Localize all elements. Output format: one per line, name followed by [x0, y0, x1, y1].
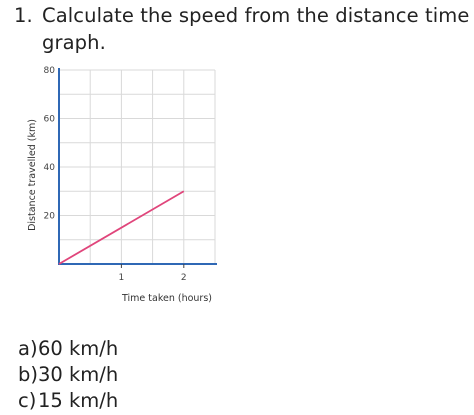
answer-letter: a): [18, 337, 38, 360]
answer-value: 30 km/h: [38, 363, 119, 386]
x-axis-label: Time taken (hours): [121, 293, 212, 304]
x-tick-label: 2: [181, 273, 187, 283]
y-tick-label: 80: [44, 66, 56, 76]
y-tick-label: 60: [44, 115, 56, 125]
answer-options: a) 60 km/h b) 30 km/h c) 15 km/h: [18, 336, 118, 414]
x-tick-label: 1: [119, 273, 125, 283]
answer-value: 60 km/h: [38, 337, 119, 360]
series-line: [58, 190, 185, 265]
y-axis-label: Distance travelled (km): [27, 119, 38, 231]
question-text: Calculate the speed from the distance ti…: [42, 4, 470, 54]
answer-letter: c): [18, 389, 37, 412]
answer-letter: b): [18, 363, 38, 386]
y-tick-label: 40: [44, 163, 56, 173]
answer-option-b[interactable]: b) 30 km/h: [18, 362, 118, 388]
question-number: 1.: [14, 4, 33, 27]
answer-value: 15 km/h: [38, 389, 119, 412]
answer-option-c[interactable]: c) 15 km/h: [18, 388, 118, 414]
y-tick-label: 20: [44, 212, 56, 222]
answer-option-a[interactable]: a) 60 km/h: [18, 336, 118, 362]
